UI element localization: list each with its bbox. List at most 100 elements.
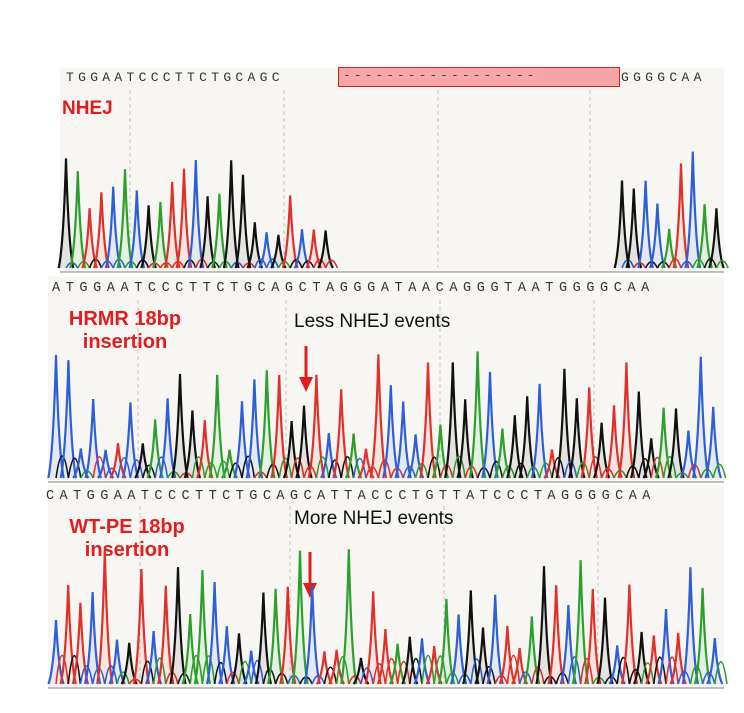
trace-peak [246, 222, 264, 269]
trace-peak [568, 398, 586, 479]
trace-peak [389, 643, 407, 685]
trace-noise [360, 667, 374, 685]
trace-noise [506, 654, 521, 685]
trace-noise [213, 661, 228, 685]
trace-noise [372, 662, 387, 685]
trace-peak [258, 232, 275, 269]
trace-peak [169, 567, 187, 685]
trace-noise [250, 660, 265, 685]
trace-noise [576, 461, 590, 479]
trace-peak [205, 581, 224, 685]
trace-peak [559, 604, 578, 685]
trace-noise [452, 455, 466, 479]
trace-noise [129, 459, 144, 479]
trace-noise [714, 661, 728, 685]
trace-peak [234, 174, 252, 269]
trace-noise [238, 661, 252, 685]
trace-peak [617, 362, 636, 479]
trace-peak [47, 620, 65, 685]
trace-peak [535, 566, 553, 685]
panel-nhej [60, 68, 724, 272]
trace-noise [712, 463, 727, 479]
trace-peak [132, 568, 151, 685]
trace-noise [409, 658, 423, 685]
trace-peak [71, 602, 90, 685]
trace-peak [163, 181, 181, 269]
trace-noise [154, 456, 169, 479]
trace-peak [47, 354, 65, 479]
trace-noise [328, 459, 342, 479]
trace-peak [281, 195, 299, 269]
trace-peak [196, 420, 214, 479]
hrmr-chromatogram [47, 300, 727, 479]
trace-noise [689, 665, 704, 685]
trace-noise [117, 457, 132, 479]
trace-noise [290, 457, 305, 479]
trace-peak [481, 371, 499, 479]
trace-peak [364, 591, 382, 685]
trace-peak [305, 229, 323, 269]
trace-noise [489, 460, 504, 479]
trace-noise [241, 455, 256, 479]
trace-noise [335, 656, 350, 685]
trace-peak [181, 614, 199, 685]
trace-peak [376, 629, 394, 685]
trace-peak [530, 383, 549, 479]
trace-noise [140, 660, 155, 685]
trace-noise [650, 456, 665, 479]
trace-peak [293, 229, 311, 269]
trace-peak [158, 398, 177, 479]
trace-noise [470, 658, 484, 685]
trace-noise [55, 654, 69, 685]
trace-noise [377, 459, 392, 479]
trace-peak [506, 415, 524, 479]
trace-peak [518, 396, 536, 479]
trace-noise [662, 455, 677, 479]
trace-noise [427, 456, 442, 479]
trace-noise [92, 455, 107, 479]
panel-divider [48, 687, 724, 689]
trace-peak [394, 401, 412, 479]
trace-peak [187, 159, 205, 269]
trace-peak [59, 584, 77, 685]
nhej-label: NHEJ [62, 98, 142, 120]
trace-peak [83, 592, 102, 685]
trace-noise [433, 655, 448, 685]
trace-peak [413, 638, 431, 685]
trace-peak [171, 373, 189, 479]
trace-noise [538, 462, 553, 479]
panel-divider [60, 271, 724, 273]
trace-noise [579, 658, 594, 685]
trace-noise [289, 259, 303, 269]
trace-peak [633, 631, 651, 685]
trace-peak [571, 560, 590, 685]
trace-peak [630, 391, 648, 479]
trace-peak [642, 438, 660, 479]
trace-noise [201, 655, 216, 685]
trace-peak [672, 163, 690, 269]
wtpe-chromatogram [47, 506, 728, 685]
trace-peak [605, 405, 623, 479]
trace-peak [708, 208, 725, 269]
trace-peak [681, 567, 700, 685]
trace-peak [704, 406, 722, 479]
nhej-chromatogram [57, 90, 729, 269]
trace-peak [669, 632, 687, 685]
trace-noise [396, 660, 411, 685]
wtpe-sequence: CATGGAATCCCTTCTGCAGCATTACCCTGTTATCCCTAGG… [46, 489, 656, 504]
deletion-highlight: ------------------ [338, 67, 620, 87]
trace-peak [555, 368, 574, 479]
trace-peak [493, 428, 512, 479]
trace-noise [116, 671, 130, 685]
trace-noise [315, 456, 330, 479]
trace-noise [324, 259, 339, 269]
trace-noise [67, 457, 82, 479]
trace-peak [258, 370, 276, 479]
trace-noise [616, 656, 631, 685]
trace-peak [523, 616, 541, 685]
trace-noise [152, 657, 167, 685]
trace-peak [437, 598, 456, 685]
trace-peak [116, 169, 134, 269]
trace-noise [640, 662, 655, 685]
